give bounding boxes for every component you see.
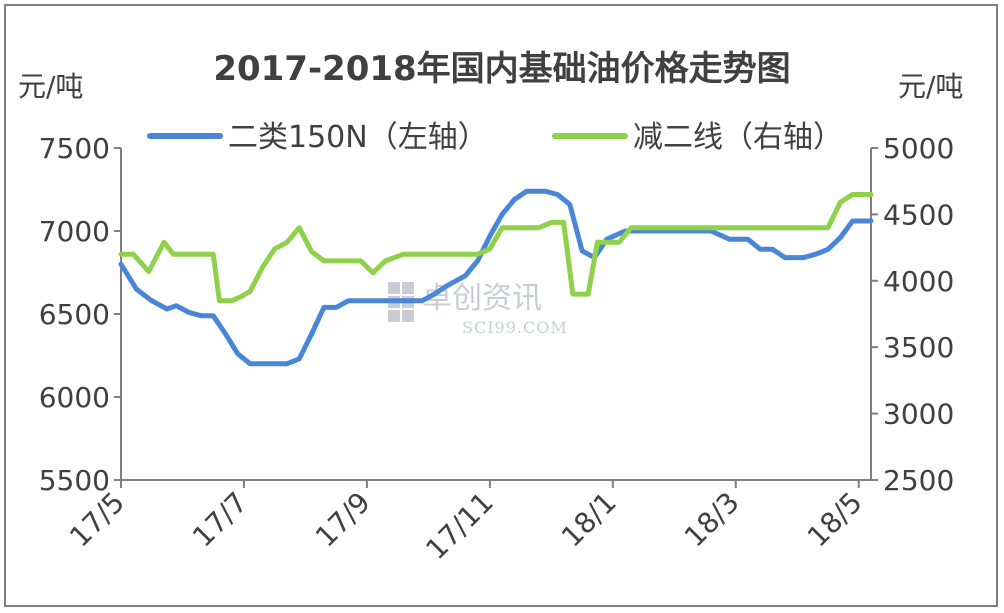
left-tick-label: 6500 (39, 298, 110, 331)
legend-label: 二类150N（左轴） (228, 120, 488, 155)
right-tick-label: 4500 (883, 198, 954, 231)
x-tick-label: 17/11 (419, 486, 499, 566)
left-axis-unit: 元/吨 (18, 70, 83, 103)
right-tick-label: 2500 (883, 464, 954, 497)
right-tick-label: 3500 (883, 331, 954, 364)
left-tick-label: 6000 (39, 381, 110, 414)
series-line-150n (118, 188, 874, 367)
right-tick-label: 5000 (883, 132, 954, 165)
left-tick-label: 7500 (39, 132, 110, 165)
x-tick-label: 18/5 (801, 486, 869, 554)
axes: 5500 6000 6500 7000 7500 2500 3000 3500 4000 4500… (39, 132, 955, 566)
watermark-en: SCI99.COM (462, 318, 568, 337)
right-axis-unit: 元/吨 (898, 70, 963, 103)
left-tick-label: 7000 (39, 215, 110, 248)
left-tick-label: 5500 (39, 464, 110, 497)
series-group (118, 188, 874, 367)
x-tick-label: 18/1 (555, 486, 623, 554)
chart-title: 2017-2018年国内基础油价格走势图 (213, 49, 790, 89)
right-tick-label: 3000 (883, 398, 954, 431)
x-tick-label: 17/9 (309, 486, 377, 554)
x-tick-label: 17/7 (186, 486, 254, 554)
watermark-cn: 卓创资讯 (422, 281, 542, 316)
legend-label: 减二线（右轴） (633, 120, 843, 155)
series-line-jianerxian (118, 192, 874, 304)
legend: 二类150N（左轴） 减二线（右轴） (147, 120, 843, 155)
right-tick-label: 4000 (883, 265, 954, 298)
watermark: 卓创资讯 SCI99.COM (388, 281, 568, 337)
x-tick-label: 18/3 (678, 486, 746, 554)
